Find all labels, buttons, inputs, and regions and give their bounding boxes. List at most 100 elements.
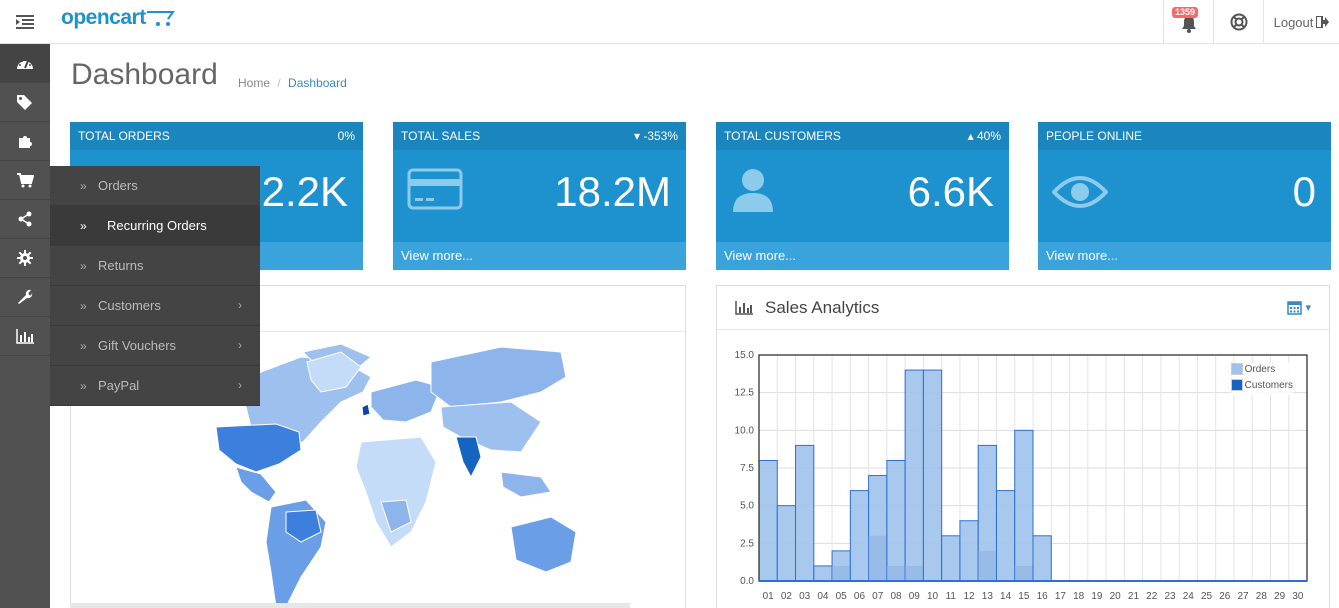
tile-value: 18.2M <box>554 168 671 215</box>
map-region-europe[interactable] <box>370 379 442 423</box>
flyout-item-recurring-orders[interactable]: » Recurring Orders <box>50 206 260 246</box>
menu-toggle-button[interactable] <box>0 0 50 44</box>
flyout-item-paypal[interactable]: » PayPal › <box>50 366 260 406</box>
tile-change-wrap: ▴ 40% <box>968 129 1001 143</box>
x-tick-label: 07 <box>872 591 884 602</box>
double-chevron-right-icon: » <box>80 299 87 313</box>
life-ring-icon <box>1230 13 1247 31</box>
tile-value: 0 <box>1292 168 1316 215</box>
eye-icon <box>1052 176 1108 208</box>
x-tick-label: 25 <box>1201 591 1213 602</box>
x-tick-label: 18 <box>1073 591 1085 602</box>
view-more-link[interactable]: View more... <box>724 248 797 263</box>
bar-chart: 0.0 2.5 5.0 7.5 10.0 12.5 15.0 01 02 03 04 05 06 07 08… <box>735 350 1308 602</box>
sidebar-item-sales[interactable] <box>0 161 50 200</box>
flyout-item-returns[interactable]: » Returns <box>50 246 260 286</box>
world-map[interactable] <box>71 332 685 608</box>
menu-indent-icon <box>16 15 34 29</box>
sidebar-item-reports[interactable] <box>0 317 50 356</box>
opencart-logo[interactable]: opencart <box>61 6 176 30</box>
bar-customers <box>978 550 997 581</box>
caret-up-icon: ▴ <box>967 129 974 143</box>
bar-orders <box>995 490 1016 582</box>
double-chevron-right-icon: » <box>80 379 87 393</box>
tile-heading: TOTAL CUSTOMERS ▴ 40% <box>716 122 1009 150</box>
bell-icon <box>1181 16 1196 33</box>
bar-orders <box>795 444 815 582</box>
calendar-icon <box>1287 301 1303 315</box>
sidebar-item-system[interactable] <box>0 239 50 278</box>
double-chevron-right-icon: » <box>80 179 87 193</box>
tile-value: 2.2K <box>261 168 348 215</box>
bar-orders <box>776 505 797 582</box>
sidebar-item-catalog[interactable] <box>0 83 50 122</box>
bar-chart-icon <box>16 328 34 344</box>
x-tick-label: 04 <box>817 591 829 602</box>
breadcrumb-home-link[interactable]: Home <box>238 76 271 90</box>
x-tick-label: 19 <box>1091 591 1103 602</box>
map-region-brazil[interactable] <box>285 509 322 543</box>
puzzle-icon <box>19 136 32 148</box>
chevron-right-icon: › <box>238 338 242 352</box>
y-tick-label: 12.5 <box>735 388 755 399</box>
map-region-south-africa[interactable] <box>380 499 412 533</box>
tile-heading: TOTAL SALES ▾ -353% <box>393 122 686 150</box>
sidebar-item-marketing[interactable] <box>0 200 50 239</box>
map-region-uk[interactable] <box>361 403 371 417</box>
logo-text: opencart <box>61 6 146 29</box>
sidebar-item-tools[interactable] <box>0 278 50 317</box>
map-region-australia[interactable] <box>510 516 577 573</box>
bar-orders <box>758 459 778 582</box>
x-tick-label: 27 <box>1238 591 1250 602</box>
flyout-item-label: Customers <box>98 298 161 313</box>
double-chevron-right-icon: » <box>80 219 87 233</box>
flyout-item-orders[interactable]: » Orders <box>50 166 260 206</box>
x-tick-label: 22 <box>1146 591 1158 602</box>
bar-orders <box>1032 535 1052 582</box>
horizontal-scrollbar[interactable] <box>70 603 630 608</box>
sales-analytics-title: Sales Analytics <box>765 297 880 317</box>
sidebar-item-extensions[interactable] <box>0 122 50 161</box>
view-more-link[interactable]: View more... <box>1046 248 1119 263</box>
notifications-button[interactable]: 1359 <box>1163 0 1213 44</box>
legend-label: Orders <box>1244 363 1276 375</box>
tile-footer[interactable]: View more... <box>1038 242 1331 270</box>
legend-swatch-customers <box>1230 379 1243 391</box>
tile-total-sales: TOTAL SALES ▾ -353% 18.2M View more... <box>393 122 686 270</box>
tile-footer[interactable]: View more... <box>716 242 1009 270</box>
logout-button[interactable]: Logout <box>1263 0 1339 44</box>
help-button[interactable] <box>1213 0 1263 44</box>
x-tick-label: 13 <box>982 591 994 602</box>
map-region-asia[interactable] <box>440 401 542 453</box>
chevron-right-icon: › <box>238 298 242 312</box>
cart-logo-icon <box>146 11 175 26</box>
caret-down-icon: ▾ <box>1305 302 1311 314</box>
sidebar-item-dashboard[interactable] <box>0 44 50 83</box>
x-tick-label: 08 <box>890 591 902 602</box>
flyout-item-customers[interactable]: » Customers › <box>50 286 260 326</box>
tile-heading: PEOPLE ONLINE <box>1038 122 1331 150</box>
date-range-dropdown[interactable]: ▾ <box>1287 300 1311 315</box>
view-more-link[interactable]: View more... <box>401 248 474 263</box>
x-tick-label: 06 <box>854 591 866 602</box>
tags-icon <box>17 95 32 110</box>
bar-chart-icon <box>735 300 753 315</box>
breadcrumb: Home / Dashboard <box>238 76 347 90</box>
flyout-item-gift-vouchers[interactable]: » Gift Vouchers › <box>50 326 260 366</box>
map-region-usa[interactable] <box>215 423 302 473</box>
chevron-right-icon: › <box>238 378 242 392</box>
map-region-russia[interactable] <box>430 346 567 408</box>
flyout-item-label: PayPal <box>98 378 140 393</box>
x-tick-label: 23 <box>1164 591 1176 602</box>
map-region-greenland[interactable] <box>306 351 362 393</box>
map-region-india[interactable] <box>455 436 482 479</box>
gear-icon <box>17 250 33 266</box>
tile-footer[interactable]: View more... <box>393 242 686 270</box>
map-region-central-america[interactable] <box>235 466 277 503</box>
map-region-africa[interactable] <box>355 436 437 548</box>
map-region-indonesia[interactable] <box>500 471 552 498</box>
x-tick-label: 03 <box>799 591 811 602</box>
tile-change: 40% <box>976 129 1001 143</box>
breadcrumb-current-link[interactable]: Dashboard <box>288 76 347 90</box>
tile-body: 18.2M <box>393 150 686 242</box>
